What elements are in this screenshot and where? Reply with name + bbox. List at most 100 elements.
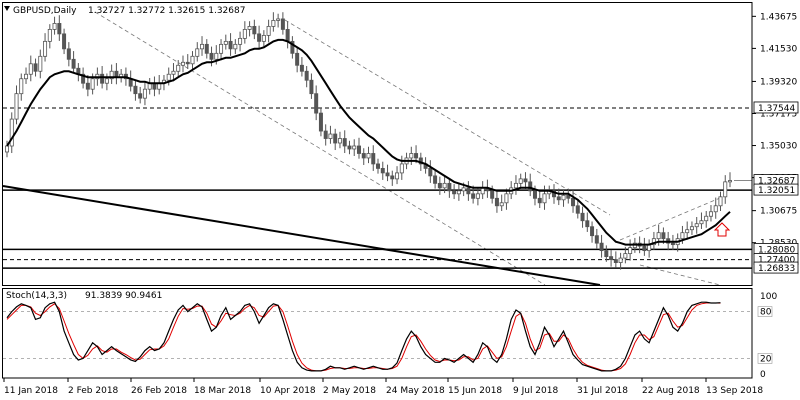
date-label-7: 15 Jun 2018 [448, 386, 502, 396]
candle-body-16 [81, 73, 86, 84]
candle-body-126 [604, 250, 609, 258]
price-box-frame-2 [753, 183, 799, 196]
price-box-frame-0 [753, 101, 799, 114]
candle-body-122 [585, 220, 590, 228]
candle-body-99 [475, 193, 480, 199]
candle-body-1 [9, 118, 14, 147]
candle-body-143 [685, 229, 690, 234]
candle-body-48 [233, 43, 238, 50]
channel-lower-dashed [94, 11, 546, 286]
price-axis: 1.436751.415301.393201.371751.350301.328… [752, 12, 799, 274]
candle-body-2 [14, 93, 19, 120]
date-label-2: 26 Feb 2018 [131, 386, 187, 396]
candle-body-90 [433, 175, 438, 184]
candle-body-85 [409, 153, 414, 159]
candle-body-11 [57, 23, 62, 35]
candle-body-7 [38, 55, 43, 72]
candle-body-109 [523, 178, 528, 183]
candle-body-57 [276, 18, 281, 21]
candle-body-71 [342, 138, 347, 147]
candle-body-152 [728, 180, 733, 183]
candle-body-75 [361, 153, 366, 159]
stoch-main-line [6, 301, 721, 372]
candle-body-76 [366, 153, 371, 159]
stoch-axis-label-0: 100 [760, 292, 777, 302]
candle-body-20 [100, 73, 105, 84]
candle-body-13 [66, 48, 71, 60]
dropdown-triangle-icon [4, 6, 10, 11]
candle-body-45 [219, 43, 224, 54]
date-label-6: 24 May 2018 [386, 386, 445, 396]
candle-body-39 [190, 55, 195, 65]
price-box-label-5: 1.26833 [758, 264, 795, 274]
price-box-frame-5 [753, 261, 799, 274]
candle-body-0 [5, 145, 10, 153]
date-label-5: 2 May 2018 [323, 386, 376, 396]
price-box-label-1: 1.32687 [758, 177, 795, 187]
candle-body-117 [561, 194, 566, 201]
candle-body-49 [238, 37, 243, 45]
candle-body-138 [661, 232, 666, 240]
main-frame [2, 2, 753, 286]
candle-body-17 [85, 82, 90, 90]
candle-body-80 [385, 172, 390, 177]
candle-body-140 [670, 242, 675, 246]
candle-body-47 [228, 40, 233, 50]
candle-body-58 [280, 18, 285, 30]
candle-body-12 [62, 33, 67, 50]
candle-body-66 [318, 112, 323, 132]
candle-body-92 [442, 182, 447, 189]
candle-body-131 [628, 247, 633, 255]
candle-body-56 [271, 20, 276, 27]
candle-body-38 [185, 61, 190, 65]
candle-body-72 [347, 145, 352, 150]
candle-body-127 [609, 256, 614, 260]
date-label-9: 31 Jul 2018 [577, 386, 628, 396]
chart-frames [2, 2, 753, 379]
candle-body-6 [33, 63, 38, 72]
candle-body-123 [590, 226, 595, 237]
price-tick-label-2: 1.39320 [760, 77, 797, 87]
price-box-5: 1.26833 [753, 261, 799, 274]
stoch-axis: 100 80 20 0 [757, 292, 777, 380]
price-box-label-0: 1.37544 [758, 104, 795, 114]
candle-body-108 [518, 178, 523, 184]
candle-body-28 [138, 93, 143, 99]
price-box-0: 1.37544 [753, 101, 799, 114]
stoch-header: Stoch(14,3,3) 91.3839 90.9461 [6, 291, 162, 301]
candle-body-41 [200, 43, 205, 50]
candle-body-62 [299, 64, 304, 72]
ohlc-values: 1.32727 1.32772 1.32615 1.32687 [88, 6, 245, 16]
date-label-1: 2 Feb 2018 [68, 386, 119, 396]
stochastic-plot[interactable] [3, 301, 752, 372]
candle-body-64 [309, 79, 314, 95]
candle-body-93 [447, 182, 452, 192]
candle-body-149 [713, 205, 718, 213]
candle-body-134 [642, 245, 647, 252]
candle-body-29 [142, 88, 147, 99]
stoch-level-box-20 [757, 353, 773, 364]
price-tick-label-3: 1.37175 [760, 109, 797, 119]
candle-body-110 [528, 181, 533, 192]
candle-body-96 [461, 187, 466, 192]
candle-body-102 [490, 190, 495, 199]
candle-body-36 [176, 64, 181, 72]
candle-body-111 [532, 190, 537, 199]
date-label-8: 9 Jul 2018 [513, 386, 558, 396]
candle-body-89 [428, 168, 433, 177]
candle-body-14 [71, 58, 76, 69]
candle-body-50 [242, 29, 247, 39]
candle-body-124 [594, 235, 599, 244]
candle-body-119 [571, 197, 576, 207]
candle-body-120 [575, 205, 580, 214]
price-plot[interactable] [2, 11, 752, 286]
moving-average-line [6, 38, 731, 246]
candle-body-150 [718, 196, 723, 207]
candle-body-27 [133, 85, 138, 95]
candle-body-55 [266, 26, 271, 36]
candle-body-142 [680, 232, 685, 240]
candle-body-105 [504, 193, 509, 204]
candle-body-42 [204, 43, 209, 54]
candle-body-21 [104, 78, 109, 84]
